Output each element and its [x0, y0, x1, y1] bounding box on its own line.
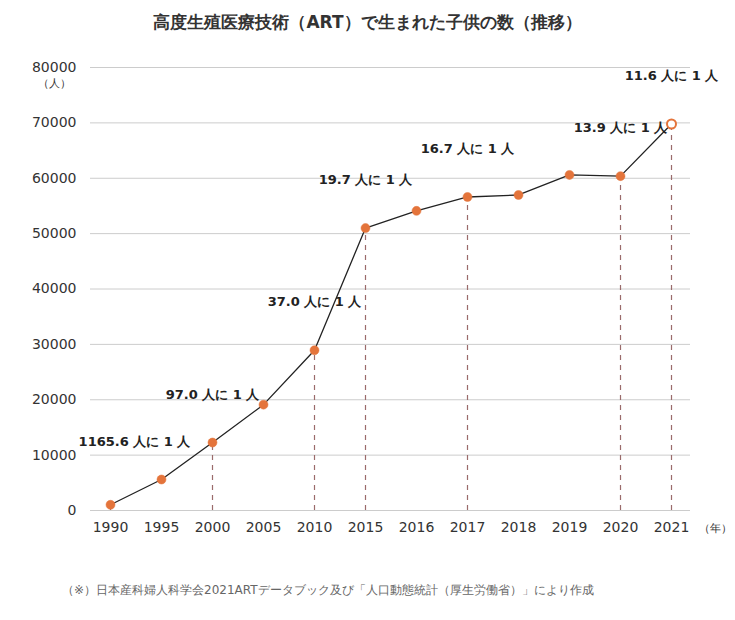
svg-text:0: 0: [68, 502, 77, 518]
svg-text:2000: 2000: [195, 519, 231, 535]
svg-text:20000: 20000: [32, 391, 77, 407]
svg-text:2019: 2019: [552, 519, 588, 535]
svg-text:1990: 1990: [93, 519, 129, 535]
svg-text:2020: 2020: [603, 519, 639, 535]
svg-text:40000: 40000: [32, 280, 77, 296]
svg-text:2017: 2017: [450, 519, 486, 535]
svg-text:2018: 2018: [501, 519, 537, 535]
svg-text:30000: 30000: [32, 336, 77, 352]
svg-text:2005: 2005: [246, 519, 282, 535]
html-text:（※）日本産科婦人科学会2021ARTデータブック及び「人口: （※）日本産科婦人科学会2021ARTデータブック及び「人口動態統計（厚生労働省…: [62, 583, 594, 597]
svg-text:10000: 10000: [32, 447, 77, 463]
svg-text:2015: 2015: [348, 519, 384, 535]
svg-text:50000: 50000: [32, 225, 77, 241]
svg-text:1165.6 人に 1 人: 1165.6 人に 1 人: [79, 434, 192, 449]
html-text:高度生殖医療技術（ART）で生まれた子供の数（推移）: 高度生殖医療技術（ART）で生まれた子供の数（推移）: [153, 12, 582, 32]
svg-text:19.7 人に 1 人: 19.7 人に 1 人: [319, 172, 414, 187]
svg-text:13.9 人に 1 人: 13.9 人に 1 人: [574, 120, 669, 135]
svg-text:16.7 人に 1 人: 16.7 人に 1 人: [421, 141, 516, 156]
svg-text:1995: 1995: [144, 519, 180, 535]
svg-text:60000: 60000: [32, 170, 77, 186]
svg-text:（人）: （人）: [38, 77, 71, 90]
svg-text:（年）: （年）: [699, 522, 732, 535]
svg-text:70000: 70000: [32, 114, 77, 130]
svg-text:2021: 2021: [654, 519, 690, 535]
svg-text:80000: 80000: [32, 59, 77, 75]
svg-text:2010: 2010: [297, 519, 333, 535]
svg-text:11.6 人に 1 人: 11.6 人に 1 人: [625, 68, 720, 83]
svg-text:97.0 人に 1 人: 97.0 人に 1 人: [166, 387, 261, 402]
svg-text:2016: 2016: [399, 519, 435, 535]
svg-text:37.0 人に 1 人: 37.0 人に 1 人: [268, 294, 363, 309]
